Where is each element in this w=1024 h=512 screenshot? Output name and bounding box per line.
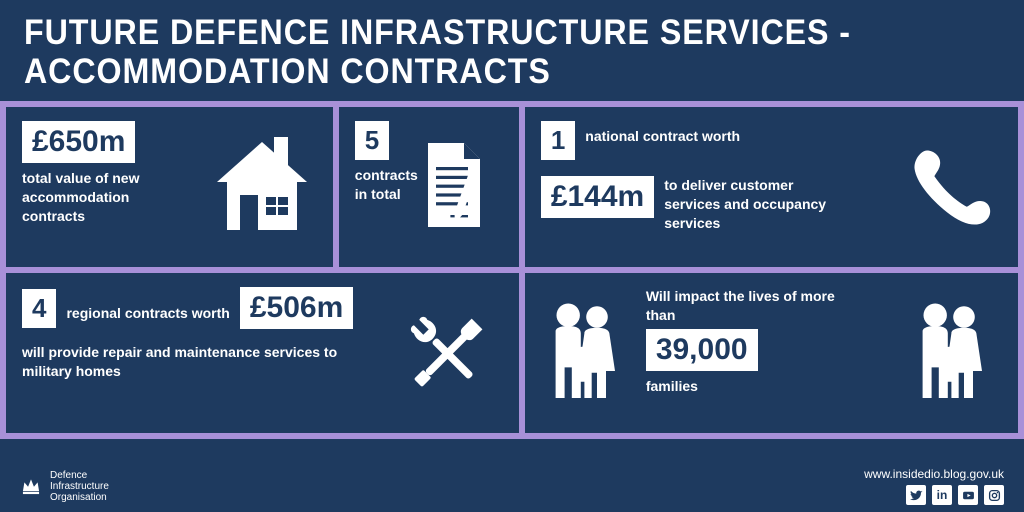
page-title: FUTURE DEFENCE INFRASTRUCTURE SERVICES -… (24, 14, 922, 91)
label-national-value: to deliver customer services and occupan… (664, 176, 844, 233)
footer-org: DefenceInfrastructureOrganisation (20, 470, 109, 503)
title-block: FUTURE DEFENCE INFRASTRUCTURE SERVICES -… (0, 0, 1024, 101)
label-total-value: total value of new accommodation contrac… (22, 169, 192, 226)
cell-contracts-total: 5 contracts in total (339, 107, 519, 267)
wrench-screwdriver-icon (393, 287, 503, 419)
stat-national-count: 1 (541, 121, 575, 160)
footer: DefenceInfrastructureOrganisation www.in… (0, 460, 1024, 512)
document-pencil-icon (418, 121, 503, 253)
stat-total-value: £650m (22, 121, 135, 163)
linkedin-icon[interactable]: in (932, 485, 952, 505)
cell-regional-contracts: 4 regional contracts worth £506m will pr… (6, 273, 519, 433)
crown-icon (20, 475, 42, 497)
phone-icon (892, 121, 1002, 253)
label-contracts-total: contracts in total (355, 166, 418, 204)
social-row: in (906, 485, 1004, 505)
label-families: families (646, 377, 816, 396)
cell-national-contract: 1 national contract worth £144m to deliv… (525, 107, 1018, 267)
infographic-grid: £650m total value of new accommodation c… (0, 101, 1024, 439)
label-regional-count: regional contracts worth (66, 300, 229, 323)
stat-regional-count: 4 (22, 289, 56, 328)
desc-regional: will provide repair and maintenance serv… (22, 343, 342, 381)
house-icon (207, 121, 317, 253)
stat-contracts-total: 5 (355, 121, 389, 160)
title-line-1: FUTURE DEFENCE INFRASTRUCTURE SERVICES - (24, 13, 851, 52)
family-icon (541, 287, 636, 419)
instagram-icon[interactable] (984, 485, 1004, 505)
cell-families: Will impact the lives of more than 39,00… (525, 273, 1018, 433)
twitter-icon[interactable] (906, 485, 926, 505)
family-icon (907, 287, 1002, 419)
families-intro: Will impact the lives of more than (646, 287, 866, 325)
youtube-icon[interactable] (958, 485, 978, 505)
org-name: DefenceInfrastructureOrganisation (50, 470, 109, 503)
stat-regional-value: £506m (240, 287, 353, 329)
stat-national-value: £144m (541, 176, 654, 218)
stat-families: 39,000 (646, 329, 758, 371)
title-line-2: ACCOMMODATION CONTRACTS (24, 52, 551, 91)
cell-total-value: £650m total value of new accommodation c… (6, 107, 333, 267)
footer-url: www.insidedio.blog.gov.uk (864, 467, 1004, 481)
label-national-count: national contract worth (585, 121, 740, 146)
